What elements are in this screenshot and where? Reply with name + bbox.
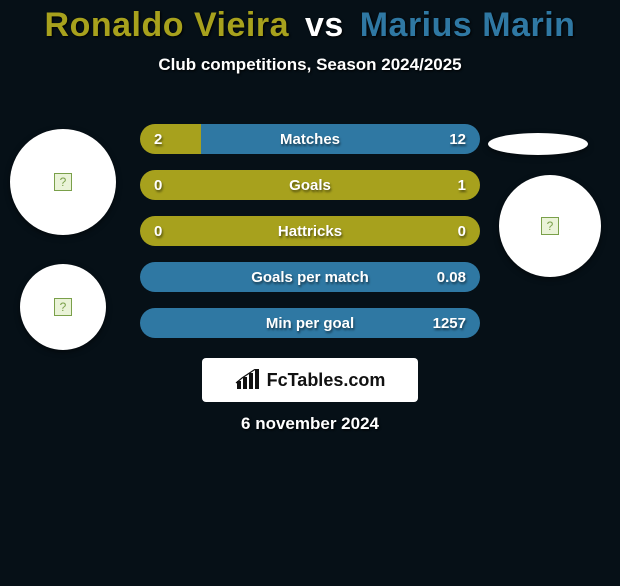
bar-text-overlay: Goals per match0.08: [140, 262, 480, 292]
bar-text-overlay: 0Hattricks0: [140, 216, 480, 246]
comparison-title: Ronaldo Vieira vs Marius Marin: [0, 6, 620, 45]
stat-bar-row: 0Hattricks0: [140, 216, 480, 246]
stat-bar-row: 0Goals1: [140, 170, 480, 200]
brand-text: FcTables.com: [267, 370, 386, 391]
stat-bar-row: Goals per match0.08: [140, 262, 480, 292]
stat-bars: 2Matches12 0Goals1 0Hattricks0 Goals per ma…: [140, 124, 480, 354]
bars-chart-icon: [235, 369, 261, 391]
stat-bar-row: Min per goal1257: [140, 308, 480, 338]
player1-country-avatar: ?: [20, 264, 106, 350]
subtitle: Club competitions, Season 2024/2025: [0, 55, 620, 75]
bar-text-overlay: 0Goals1: [140, 170, 480, 200]
vs-label: vs: [305, 6, 344, 44]
bar-label: Goals: [140, 177, 480, 194]
image-placeholder-icon: ?: [54, 173, 72, 191]
player1-name: Ronaldo Vieira: [45, 6, 289, 44]
bar-text-overlay: Min per goal1257: [140, 308, 480, 338]
bar-label: Goals per match: [140, 269, 480, 286]
player1-avatar: ?: [10, 129, 116, 235]
bar-label: Matches: [140, 131, 480, 148]
decorative-ellipse: [488, 133, 588, 155]
bar-label: Hattricks: [140, 223, 480, 240]
player2-name: Marius Marin: [360, 6, 576, 44]
snapshot-date: 6 november 2024: [0, 414, 620, 434]
brand-badge: FcTables.com: [202, 358, 418, 402]
stat-bar-row: 2Matches12: [140, 124, 480, 154]
bar-text-overlay: 2Matches12: [140, 124, 480, 154]
image-placeholder-icon: ?: [54, 298, 72, 316]
image-placeholder-icon: ?: [541, 217, 559, 235]
player2-avatar: ?: [499, 175, 601, 277]
bar-label: Min per goal: [140, 315, 480, 332]
